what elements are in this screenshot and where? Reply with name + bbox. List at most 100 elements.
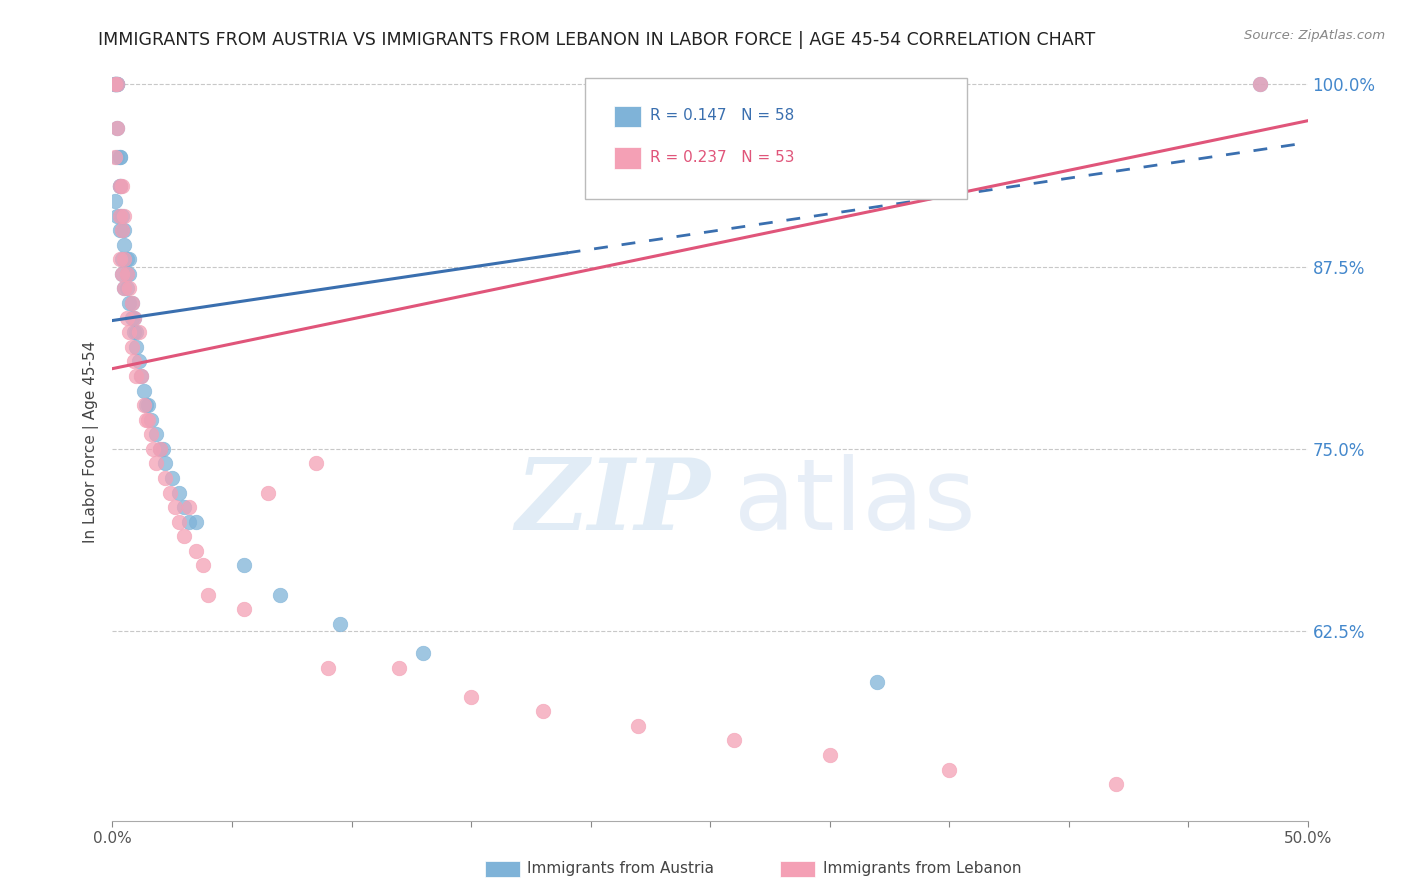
FancyBboxPatch shape [585, 78, 967, 199]
Point [329, 616, 352, 631]
Text: R = 0.147   N = 58: R = 0.147 N = 58 [650, 108, 794, 123]
Point [114, 281, 135, 295]
Point [118, 281, 141, 295]
Point [233, 558, 256, 573]
Point [138, 412, 160, 426]
Point [1249, 78, 1271, 92]
Point [316, 660, 339, 674]
Point [108, 150, 131, 164]
Point [118, 252, 141, 267]
Text: atlas: atlas [734, 454, 976, 550]
Point [129, 368, 152, 383]
Point [142, 442, 165, 456]
Point [412, 646, 434, 660]
Point [135, 398, 157, 412]
Point [105, 209, 128, 223]
Point [115, 310, 138, 325]
Point [111, 267, 134, 281]
Point [305, 457, 328, 471]
Point [118, 296, 141, 310]
Point [111, 223, 134, 237]
Point [115, 252, 138, 267]
Point [122, 354, 145, 368]
Point [121, 340, 143, 354]
Point [108, 179, 131, 194]
Point [135, 412, 157, 426]
Point [1249, 78, 1271, 92]
Point [118, 267, 141, 281]
Point [132, 384, 155, 398]
Point [111, 252, 134, 267]
Point [153, 471, 176, 485]
Point [139, 412, 162, 426]
Point [125, 325, 148, 339]
Point [193, 558, 215, 573]
Point [122, 310, 145, 325]
FancyBboxPatch shape [614, 147, 641, 169]
Point [257, 485, 280, 500]
Text: ZIP: ZIP [515, 454, 710, 550]
Point [145, 457, 167, 471]
Point [121, 296, 143, 310]
Point [105, 78, 128, 92]
Point [132, 398, 155, 412]
Text: R = 0.237   N = 53: R = 0.237 N = 53 [650, 150, 794, 165]
Point [163, 500, 186, 515]
Point [115, 267, 138, 281]
Point [162, 471, 183, 485]
Point [177, 515, 200, 529]
Point [105, 121, 128, 136]
Point [197, 588, 219, 602]
Point [105, 121, 128, 136]
Point [129, 368, 152, 383]
Point [111, 209, 134, 223]
Point [139, 427, 162, 442]
Point [114, 281, 135, 295]
Point [173, 529, 195, 543]
Point [104, 78, 127, 92]
Point [818, 747, 841, 762]
Point [723, 733, 745, 747]
Point [122, 325, 145, 339]
Point [1105, 777, 1128, 791]
Point [125, 340, 148, 354]
Point [108, 179, 131, 194]
Point [105, 78, 128, 92]
Point [138, 398, 160, 412]
Point [108, 252, 131, 267]
Point [531, 704, 554, 718]
Point [233, 602, 256, 616]
Point [105, 150, 128, 164]
Point [938, 763, 960, 777]
Point [114, 223, 135, 237]
Point [114, 252, 135, 267]
Point [149, 442, 172, 456]
Point [121, 310, 143, 325]
Point [115, 267, 138, 281]
Point [114, 237, 135, 252]
Point [186, 544, 208, 558]
Point [111, 223, 134, 237]
Point [104, 78, 127, 92]
Point [128, 354, 150, 368]
Point [186, 515, 208, 529]
Point [177, 500, 200, 515]
Point [114, 209, 135, 223]
Y-axis label: In Labor Force | Age 45-54: In Labor Force | Age 45-54 [83, 341, 100, 542]
Point [122, 310, 145, 325]
Point [153, 457, 176, 471]
Point [152, 442, 174, 456]
Point [108, 209, 131, 223]
Point [104, 150, 127, 164]
Point [145, 427, 167, 442]
Point [173, 500, 195, 515]
Point [460, 690, 482, 704]
Point [118, 325, 141, 339]
Point [105, 78, 128, 92]
Point [104, 78, 127, 92]
Point [108, 209, 131, 223]
Point [104, 194, 127, 208]
Point [125, 368, 148, 383]
FancyBboxPatch shape [614, 105, 641, 127]
Text: Immigrants from Lebanon: Immigrants from Lebanon [823, 862, 1021, 876]
